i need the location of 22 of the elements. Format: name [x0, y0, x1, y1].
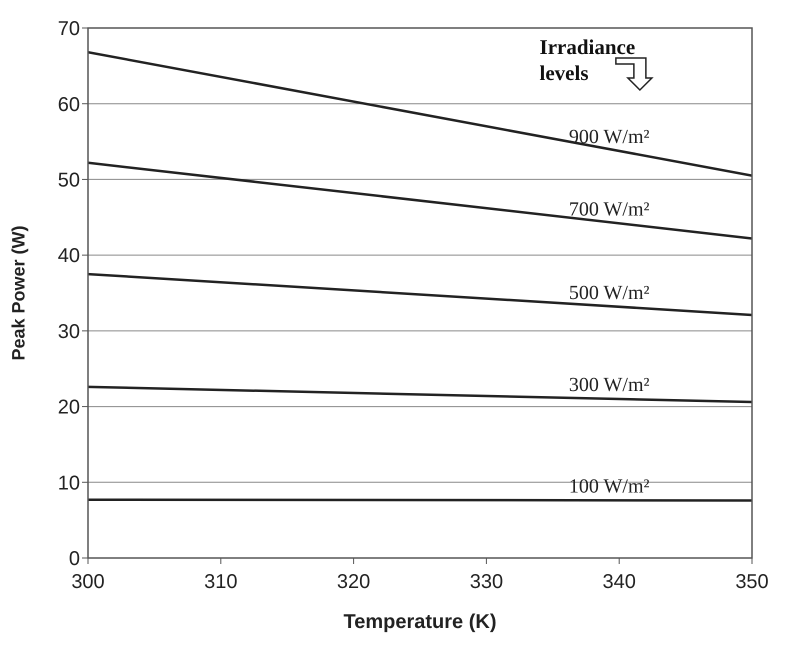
series-label: 500 W/m² — [568, 282, 650, 304]
y-axis-title: Peak Power (W) — [8, 225, 28, 361]
annotation: Irradiance levels — [540, 35, 636, 85]
x-tick-label: 300 — [71, 571, 105, 594]
y-tick-label: 40 — [58, 245, 80, 268]
y-tick-label: 60 — [58, 94, 80, 116]
series-label: 900 W/m² — [568, 126, 650, 148]
y-tick-label: 20 — [58, 396, 80, 419]
series-label: 300 W/m² — [568, 374, 650, 396]
y-tick-label: 0 — [68, 548, 80, 570]
y-tick-label: 70 — [58, 18, 80, 40]
x-tick-label: 310 — [204, 571, 238, 594]
series-label: 700 W/m² — [568, 198, 650, 220]
x-tick-label: 350 — [735, 571, 769, 594]
y-tick-label: 50 — [58, 170, 80, 192]
x-axis-title: Temperature (K) — [344, 611, 496, 633]
y-tick-label: 30 — [58, 320, 80, 343]
x-tick-label: 340 — [602, 571, 636, 594]
x-tick-label: 320 — [336, 571, 370, 594]
series-label: 100 W/m² — [568, 475, 650, 498]
x-tick-label: 330 — [470, 571, 504, 594]
y-tick-label: 10 — [58, 472, 80, 494]
